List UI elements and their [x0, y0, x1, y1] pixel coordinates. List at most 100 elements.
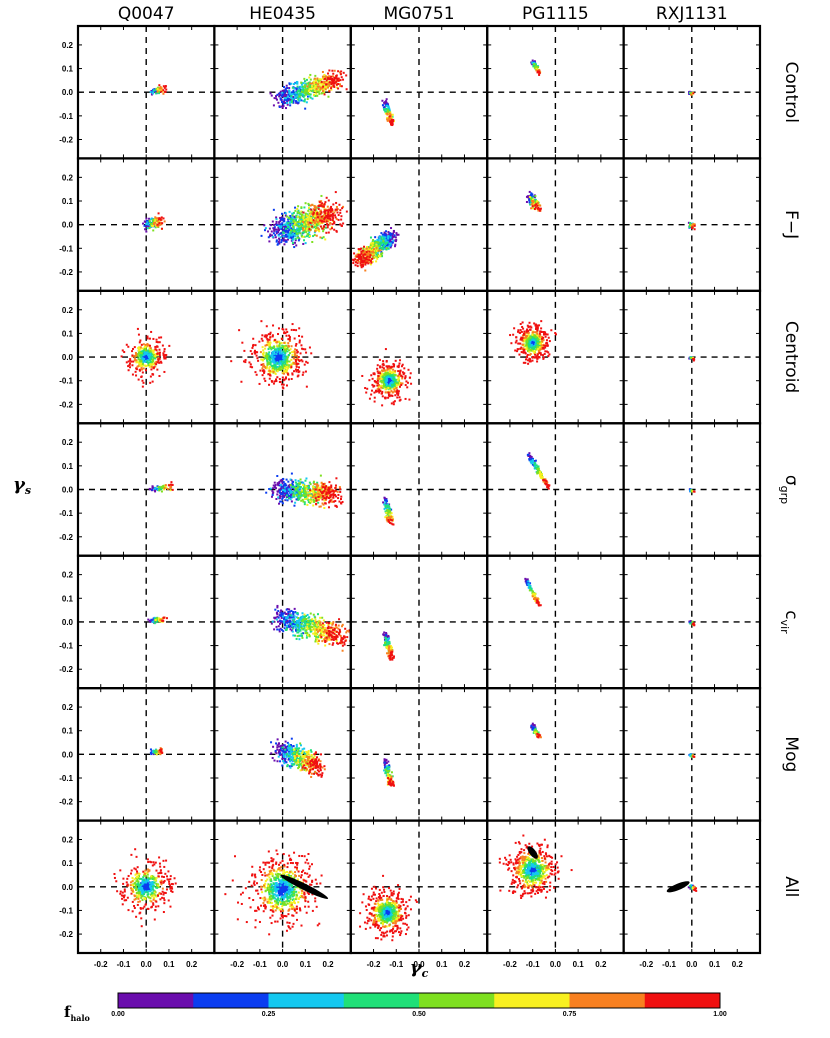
- data-point: [367, 262, 370, 265]
- data-point: [304, 88, 307, 91]
- data-point: [367, 256, 370, 259]
- data-point: [286, 346, 289, 349]
- data-point: [377, 387, 380, 390]
- data-point: [287, 364, 290, 367]
- data-point: [291, 229, 294, 232]
- panel-HE0435-2: [213, 289, 352, 425]
- data-point: [342, 222, 345, 225]
- panel-MG0751-1: [349, 157, 489, 292]
- data-point: [534, 204, 537, 207]
- data-point: [316, 94, 319, 97]
- data-point: [380, 240, 383, 243]
- data-point: [380, 238, 383, 241]
- data-point: [140, 375, 143, 378]
- data-point: [286, 350, 289, 353]
- data-point: [303, 94, 306, 97]
- data-point: [274, 234, 277, 237]
- data-point: [304, 83, 307, 86]
- data-point: [303, 239, 306, 242]
- data-point: [342, 78, 345, 81]
- data-point: [548, 353, 551, 356]
- data-point: [534, 65, 537, 68]
- data-point: [530, 197, 533, 200]
- data-point: [160, 361, 163, 364]
- data-point: [311, 82, 314, 85]
- data-point: [147, 225, 150, 228]
- data-point: [292, 83, 295, 86]
- data-point: [381, 99, 384, 102]
- data-point: [144, 349, 147, 352]
- data-point: [531, 333, 534, 336]
- data-point: [527, 342, 530, 345]
- data-point: [287, 345, 290, 348]
- data-point: [363, 251, 366, 254]
- data-point: [278, 380, 281, 383]
- data-point: [378, 244, 381, 247]
- data-point: [514, 341, 517, 344]
- data-point: [339, 209, 342, 212]
- data-point: [284, 351, 287, 354]
- data-point: [293, 230, 296, 233]
- data-point: [255, 354, 258, 357]
- data-point: [282, 350, 285, 353]
- data-point: [150, 365, 153, 368]
- data-point: [276, 98, 279, 101]
- data-point: [319, 236, 322, 239]
- data-point: [132, 347, 135, 350]
- data-point: [337, 83, 340, 86]
- data-point: [377, 241, 380, 244]
- data-point: [276, 243, 279, 246]
- data-point: [376, 252, 379, 255]
- data-point: [152, 223, 155, 226]
- data-point: [377, 371, 380, 374]
- data-point: [282, 94, 285, 97]
- data-point: [331, 75, 334, 78]
- data-point: [164, 85, 167, 88]
- data-point: [339, 223, 342, 226]
- data-point: [270, 224, 273, 227]
- data-point: [273, 228, 276, 231]
- data-point: [141, 364, 144, 367]
- data-point: [321, 202, 324, 205]
- data-point: [261, 334, 264, 337]
- data-point: [295, 349, 298, 352]
- data-point: [384, 233, 387, 236]
- data-point: [293, 217, 296, 220]
- data-point: [303, 218, 306, 221]
- data-point: [138, 350, 141, 353]
- data-point: [328, 83, 331, 86]
- data-point: [281, 362, 284, 365]
- data-point: [520, 336, 523, 339]
- data-point: [301, 94, 304, 97]
- data-point: [278, 105, 281, 108]
- data-point: [392, 401, 395, 404]
- data-point: [381, 233, 384, 236]
- data-point: [138, 368, 141, 371]
- data-point: [529, 345, 532, 348]
- data-point: [366, 249, 369, 252]
- data-point: [256, 357, 259, 360]
- data-point: [538, 73, 541, 76]
- data-point: [142, 381, 145, 384]
- data-point: [310, 90, 313, 93]
- data-point: [159, 218, 162, 221]
- data-point: [515, 339, 518, 342]
- data-point: [386, 113, 389, 116]
- data-point: [389, 233, 392, 236]
- data-point: [339, 211, 342, 214]
- data-point: [368, 246, 371, 249]
- data-point: [372, 372, 375, 375]
- data-point: [380, 241, 383, 244]
- data-point: [313, 81, 316, 84]
- data-point: [295, 216, 298, 219]
- data-point: [532, 331, 535, 334]
- data-point: [278, 226, 281, 229]
- data-point: [366, 252, 369, 255]
- data-point: [148, 346, 151, 349]
- data-point: [268, 235, 271, 238]
- data-point: [401, 371, 404, 374]
- data-point: [379, 243, 382, 246]
- data-point: [533, 352, 536, 355]
- data-point: [280, 342, 283, 345]
- data-point: [151, 224, 154, 227]
